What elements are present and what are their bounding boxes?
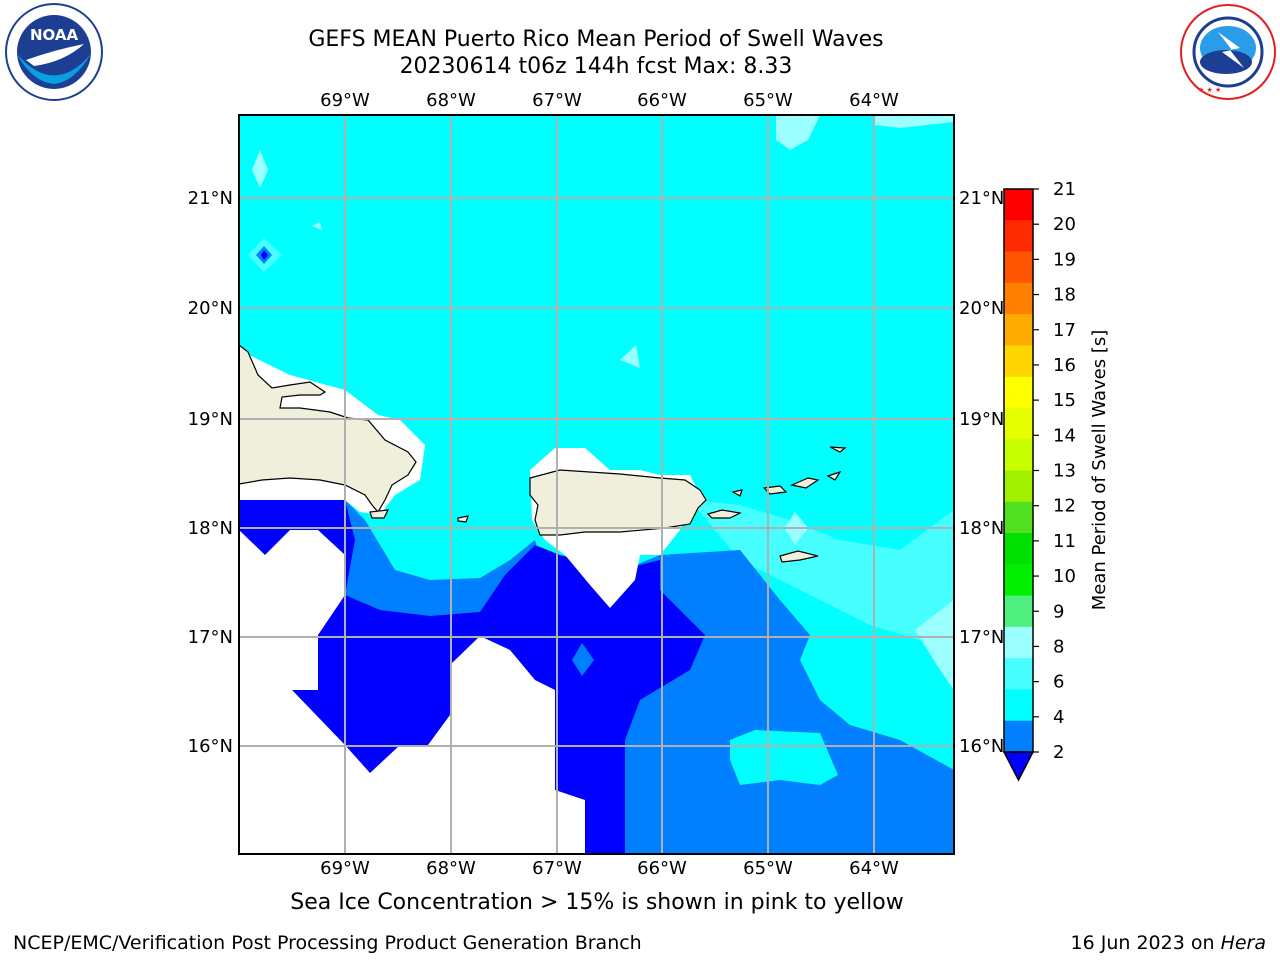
lat-label: 18°N [188,518,233,539]
lon-label: 69°W [320,90,370,111]
lat-label: 20°N [188,298,233,319]
colorbar-segment [1004,564,1033,597]
lat-label: 17°N [188,627,233,648]
lon-labels-bottom: 69°W 68°W 67°W 66°W 65°W 64°W [320,858,899,879]
colorbar-segment [1004,220,1033,253]
colorbar-tick-label: 11 [1053,531,1076,552]
footer-date-text: 16 Jun 2023 on [1070,932,1221,954]
colorbar-tick-label: 13 [1053,461,1076,482]
svg-text:★ ★ ★: ★ ★ ★ [1198,86,1221,94]
colorbar-tick-label: 15 [1053,390,1076,411]
map-gridlines [239,115,954,854]
colorbar-tick-label: 6 [1053,672,1064,693]
lat-labels-right: 21°N 20°N 19°N 18°N 17°N 16°N [959,188,1004,757]
colorbar-segment [1004,282,1033,315]
footer-branch: NCEP/EMC/Verification Post Processing Pr… [13,932,642,954]
lon-labels-top: 69°W 68°W 67°W 66°W 65°W 64°W [320,90,899,111]
sea-ice-caption: Sea Ice Concentration > 15% is shown in … [290,890,904,915]
lon-label: 66°W [637,858,687,879]
map-field [239,115,954,854]
colorbar-segment [1004,407,1033,440]
colorbar-label: Mean Period of Swell Waves [s] [1089,330,1110,611]
colorbar: 21 20 19 18 17 16 15 14 13 12 11 10 9 8 6 4 2 [1002,179,1076,782]
lat-label: 17°N [959,627,1004,648]
colorbar-tick-label: 9 [1053,601,1064,622]
lon-label: 64°W [849,90,899,111]
lon-label: 67°W [532,858,582,879]
noaa-logo-icon: NOAA [5,3,103,101]
colorbar-segment [1004,658,1033,690]
lat-label: 18°N [959,518,1004,539]
lat-labels-left: 21°N 20°N 19°N 18°N 17°N 16°N [188,188,233,757]
colorbar-segment [1004,626,1033,659]
colorbar-segment [1004,314,1033,346]
colorbar-segment [1004,595,1033,628]
map-subtitle: 20230614 t06z 144h fcst Max: 8.33 [399,54,793,79]
colorbar-tick-label: 14 [1053,425,1076,446]
colorbar-tick-label: 18 [1053,285,1076,306]
footer-machine: Hera [1220,932,1266,954]
lon-label: 68°W [426,90,476,111]
colorbar-segment [1004,501,1033,534]
colorbar-tick-label: 10 [1053,566,1076,587]
colorbar-tick-label: 19 [1053,249,1076,270]
nws-logo-icon: ★ ★ ★ [1180,4,1276,100]
colorbar-under-arrow [1002,751,1035,782]
lon-label: 64°W [849,858,899,879]
colorbar-segment [1004,689,1033,722]
map-title: GEFS MEAN Puerto Rico Mean Period of Swe… [308,27,884,52]
colorbar-segment [1004,470,1033,503]
colorbar-segment [1004,376,1033,409]
colorbar-segment [1004,251,1033,284]
colorbar-tick-label: 2 [1053,742,1064,763]
noaa-logo-text: NOAA [30,26,79,44]
lon-label: 65°W [743,90,793,111]
lat-label: 16°N [188,736,233,757]
colorbar-tick-label: 17 [1053,320,1076,341]
lat-label: 19°N [959,409,1004,430]
colorbar-tick-label: 20 [1053,214,1076,235]
lat-label: 19°N [188,409,233,430]
lat-label: 21°N [959,188,1004,209]
lon-label: 69°W [320,858,370,879]
lat-label: 16°N [959,736,1004,757]
lat-label: 20°N [959,298,1004,319]
colorbar-tick-label: 12 [1053,496,1076,517]
footer-date: 16 Jun 2023 on Hera [1071,932,1266,954]
map-frame [238,114,955,855]
lat-label: 21°N [188,188,233,209]
lon-label: 67°W [532,90,582,111]
colorbar-tick-label: 8 [1053,636,1064,657]
lon-label: 66°W [637,90,687,111]
colorbar-segment [1004,439,1033,471]
colorbar-tick-label: 16 [1053,355,1076,376]
lon-label: 65°W [743,858,793,879]
colorbar-segment [1004,345,1033,378]
colorbar-segment [1004,533,1033,565]
colorbar-tick-label: 4 [1053,707,1064,728]
colorbar-segment [1004,720,1033,753]
colorbar-tick-label: 21 [1053,179,1076,200]
colorbar-segment [1004,189,1033,221]
lon-label: 68°W [426,858,476,879]
